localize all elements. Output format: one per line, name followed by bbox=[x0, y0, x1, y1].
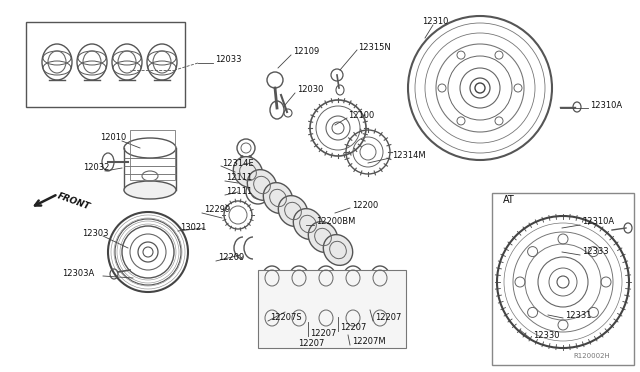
Bar bbox=[130, 130, 175, 180]
Text: 12207: 12207 bbox=[298, 339, 324, 347]
Text: 12032: 12032 bbox=[83, 164, 109, 173]
Text: FRONT: FRONT bbox=[56, 192, 92, 212]
Text: AT: AT bbox=[503, 195, 515, 205]
Text: 12315N: 12315N bbox=[358, 42, 391, 51]
Bar bbox=[492, 193, 634, 365]
Text: 12331: 12331 bbox=[565, 311, 591, 320]
Text: 12303: 12303 bbox=[82, 228, 109, 237]
Text: 12207S: 12207S bbox=[270, 314, 301, 323]
Text: 12330: 12330 bbox=[533, 331, 559, 340]
Ellipse shape bbox=[278, 196, 308, 227]
Text: 12100: 12100 bbox=[348, 110, 374, 119]
Text: 12207: 12207 bbox=[340, 324, 366, 333]
Text: 12310A: 12310A bbox=[582, 218, 614, 227]
Ellipse shape bbox=[263, 183, 292, 214]
Text: 12109: 12109 bbox=[293, 48, 319, 57]
Text: 12207: 12207 bbox=[310, 328, 337, 337]
Text: R120002H: R120002H bbox=[573, 353, 610, 359]
Text: 12200: 12200 bbox=[352, 201, 378, 209]
Text: 12111: 12111 bbox=[226, 173, 252, 183]
Text: 12033: 12033 bbox=[215, 55, 241, 64]
Ellipse shape bbox=[244, 167, 266, 189]
Text: 12310A: 12310A bbox=[590, 100, 622, 109]
Ellipse shape bbox=[308, 222, 338, 252]
Text: 12314E: 12314E bbox=[222, 158, 253, 167]
Text: 12299: 12299 bbox=[204, 205, 230, 215]
Ellipse shape bbox=[323, 235, 353, 265]
Text: 12030: 12030 bbox=[297, 86, 323, 94]
Text: 12111: 12111 bbox=[226, 187, 252, 196]
Text: 13021: 13021 bbox=[180, 224, 206, 232]
Text: 12207: 12207 bbox=[375, 314, 401, 323]
Ellipse shape bbox=[289, 206, 310, 230]
Ellipse shape bbox=[234, 157, 262, 187]
Bar bbox=[26, 22, 185, 107]
Text: 12310: 12310 bbox=[422, 17, 448, 26]
Text: 12200BM: 12200BM bbox=[316, 218, 355, 227]
Ellipse shape bbox=[293, 209, 323, 239]
Text: 12314M: 12314M bbox=[392, 151, 426, 160]
Ellipse shape bbox=[304, 219, 326, 243]
Ellipse shape bbox=[124, 181, 176, 199]
Text: 12010: 12010 bbox=[100, 134, 126, 142]
Ellipse shape bbox=[319, 232, 340, 256]
Ellipse shape bbox=[247, 170, 276, 201]
Text: 12207M: 12207M bbox=[352, 337, 386, 346]
Bar bbox=[258, 270, 406, 348]
Ellipse shape bbox=[259, 180, 281, 202]
Text: 12303A: 12303A bbox=[62, 269, 94, 278]
Text: 12209: 12209 bbox=[218, 253, 244, 263]
Text: 12333: 12333 bbox=[582, 247, 609, 257]
Ellipse shape bbox=[275, 193, 296, 217]
